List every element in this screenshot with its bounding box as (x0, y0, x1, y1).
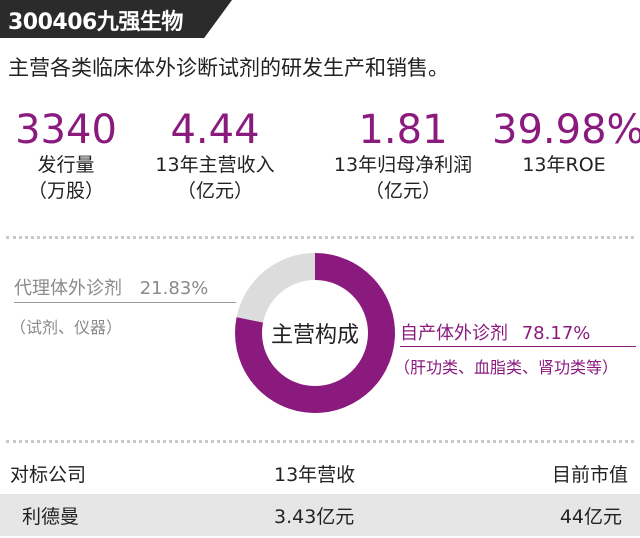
stat-value: 1.81 (358, 107, 448, 153)
slice-detail-self: （肝功类、血脂类、肾功类等） (394, 358, 619, 377)
slice-name: 自产体外诊剂 (400, 323, 508, 344)
stat-revenue: 4.44 13年主营收入 （亿元） (140, 108, 290, 204)
company-description: 主营各类临床体外诊断试剂的研发生产和销售。 (8, 56, 449, 80)
stat-unit: （万股） (27, 180, 104, 202)
title-tag: 300406九强生物 (0, 0, 232, 38)
donut-hole (262, 280, 368, 386)
divider-top (6, 236, 634, 239)
stat-value: 3340 (15, 107, 117, 153)
slice-label-agency: 代理体外诊剂 21.83% (14, 274, 208, 300)
slice-detail-agency: （试剂、仪器） (10, 318, 123, 337)
table-row: 利德曼 3.43亿元 44亿元 (0, 494, 640, 536)
cell-revenue: 3.43亿元 (274, 506, 355, 528)
stat-roe: 39.98% 13年ROE (492, 107, 640, 178)
table-header: 对标公司 13年营收 目前市值 (0, 452, 640, 494)
stat-value: 4.44 (170, 107, 260, 153)
header-revenue: 13年营收 (274, 464, 356, 486)
cell-company: 利德曼 (22, 506, 80, 528)
slice-label-self: 自产体外诊剂 78.17% (400, 319, 590, 345)
stat-net-profit: 1.81 13年归母净利润 （亿元） (318, 108, 488, 204)
stat-label: 13年ROE (522, 154, 606, 176)
leader-line-self (400, 346, 636, 347)
page-title: 300406九强生物 (8, 10, 183, 35)
stat-shares: 3340 发行量 （万股） (4, 108, 128, 204)
slice-name: 代理体外诊剂 (14, 278, 122, 299)
stat-unit: （亿元） (176, 180, 253, 202)
stat-unit: （亿元） (364, 180, 441, 202)
header-market-cap: 目前市值 (551, 464, 628, 486)
stat-label: 13年主营收入 (155, 154, 275, 176)
slice-percent: 21.83% (139, 278, 209, 299)
header-company: 对标公司 (10, 464, 87, 486)
divider-bottom (6, 440, 634, 443)
composition-donut: 主营构成 (235, 253, 396, 413)
stat-label: 13年归母净利润 (333, 154, 473, 176)
leader-line-agency (14, 302, 236, 303)
donut-center-title: 主营构成 (271, 323, 359, 348)
stat-value: 39.98% (492, 107, 640, 153)
stat-label: 发行量 (37, 154, 95, 176)
slice-percent: 78.17% (521, 323, 591, 344)
cell-market-cap: 44亿元 (559, 506, 622, 528)
